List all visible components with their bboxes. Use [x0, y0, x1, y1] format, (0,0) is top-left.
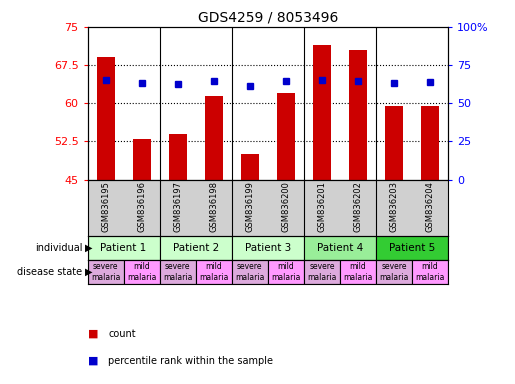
Title: GDS4259 / 8053496: GDS4259 / 8053496: [198, 10, 338, 24]
Text: GSM836204: GSM836204: [425, 181, 435, 232]
Text: Patient 1: Patient 1: [100, 243, 147, 253]
Bar: [88, 236, 160, 260]
Bar: [412, 260, 448, 284]
Text: Patient 5: Patient 5: [389, 243, 435, 253]
Bar: [160, 260, 196, 284]
Bar: [241, 154, 259, 180]
Text: count: count: [108, 329, 136, 339]
Text: severe
malaria: severe malaria: [307, 262, 337, 282]
Text: ▶: ▶: [85, 243, 93, 253]
Bar: [313, 45, 331, 180]
Text: GSM836200: GSM836200: [281, 181, 290, 232]
Text: mild
malaria: mild malaria: [415, 262, 445, 282]
Bar: [232, 260, 268, 284]
Bar: [277, 93, 295, 180]
Text: GSM836199: GSM836199: [245, 181, 254, 232]
Bar: [232, 236, 304, 260]
Bar: [88, 260, 124, 284]
Text: Patient 4: Patient 4: [317, 243, 363, 253]
Bar: [304, 260, 340, 284]
Text: GSM836196: GSM836196: [137, 181, 146, 232]
Text: severe
malaria: severe malaria: [235, 262, 265, 282]
Bar: [97, 58, 115, 180]
Bar: [205, 96, 223, 180]
Text: mild
malaria: mild malaria: [199, 262, 229, 282]
Bar: [133, 139, 151, 180]
Bar: [376, 236, 448, 260]
Text: GSM836202: GSM836202: [353, 181, 363, 232]
Text: mild
malaria: mild malaria: [127, 262, 157, 282]
Bar: [385, 106, 403, 180]
Text: ■: ■: [88, 356, 98, 366]
Text: severe
malaria: severe malaria: [163, 262, 193, 282]
Text: ■: ■: [88, 329, 98, 339]
Text: ▶: ▶: [85, 267, 93, 277]
Text: GSM836195: GSM836195: [101, 181, 110, 232]
Text: GSM836203: GSM836203: [389, 181, 399, 232]
Text: mild
malaria: mild malaria: [343, 262, 373, 282]
Bar: [169, 134, 187, 180]
Bar: [421, 106, 439, 180]
Bar: [304, 236, 376, 260]
Text: GSM836201: GSM836201: [317, 181, 327, 232]
Text: percentile rank within the sample: percentile rank within the sample: [108, 356, 273, 366]
Text: severe
malaria: severe malaria: [379, 262, 409, 282]
Bar: [196, 260, 232, 284]
Text: individual: individual: [35, 243, 82, 253]
Bar: [124, 260, 160, 284]
Text: severe
malaria: severe malaria: [91, 262, 121, 282]
Bar: [349, 50, 367, 180]
Text: Patient 2: Patient 2: [173, 243, 219, 253]
Bar: [340, 260, 376, 284]
Text: disease state: disease state: [18, 267, 82, 277]
Text: GSM836198: GSM836198: [209, 181, 218, 232]
Text: Patient 3: Patient 3: [245, 243, 291, 253]
Bar: [268, 260, 304, 284]
Text: mild
malaria: mild malaria: [271, 262, 301, 282]
Bar: [376, 260, 412, 284]
Bar: [160, 236, 232, 260]
Text: GSM836197: GSM836197: [173, 181, 182, 232]
